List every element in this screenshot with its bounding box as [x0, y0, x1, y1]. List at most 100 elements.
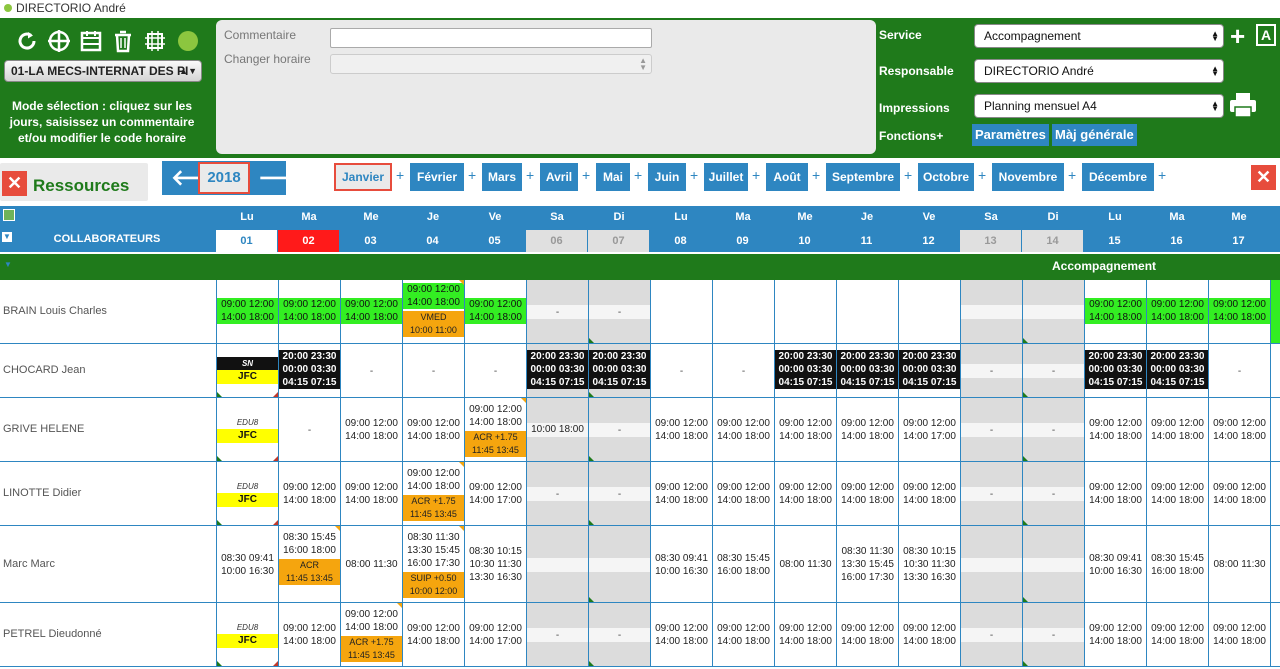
change-schedule-select[interactable]: ▲ ▼ [330, 54, 652, 74]
day-number[interactable]: 14 [1022, 230, 1083, 252]
schedule-cell[interactable]: 09:00 12:00 14:00 18:00 [340, 280, 402, 343]
add-month-plus-icon[interactable]: + [468, 167, 477, 183]
schedule-cell[interactable]: 09:00 12:00 14:00 18:00 [1084, 280, 1146, 343]
schedule-cell[interactable]: 09:00 12:00 14:00 18:00 [836, 603, 898, 666]
schedule-cell[interactable]: - [960, 462, 1022, 525]
schedule-cell[interactable]: 09:00 12:00 14:00 17:00 [464, 603, 526, 666]
schedule-cell[interactable]: 09:00 12:00 14:00 18:00 [278, 280, 340, 343]
schedule-cell[interactable]: - [464, 344, 526, 397]
day-number[interactable]: 07 [588, 230, 649, 252]
schedule-cell[interactable]: EDU8 JFC [216, 462, 278, 525]
schedule-cell[interactable]: - [960, 603, 1022, 666]
schedule-cell[interactable]: 09:00 12:00 14:00 18:00 [464, 280, 526, 343]
day-number[interactable]: 12 [898, 230, 959, 252]
schedule-cell[interactable]: 09:00 12:00 14:00 18:00 [1146, 280, 1208, 343]
schedule-cell[interactable]: 09:00 12:00 14:00 18:00 [340, 398, 402, 461]
month-tab-3[interactable]: Avril [540, 163, 578, 191]
schedule-cell[interactable]: 09:00 12:00 14:00 18:00 [774, 603, 836, 666]
responsable-select[interactable]: DIRECTORIO André ▲ ▼ [974, 59, 1224, 83]
month-tab-1[interactable]: Février [410, 163, 464, 191]
schedule-cell[interactable]: 09:00 12:00 14:00 18:00 [278, 462, 340, 525]
printer-icon[interactable] [1229, 92, 1257, 118]
schedule-cell[interactable]: - [402, 344, 464, 397]
schedule-cell[interactable]: 09:00 12:00 14:00 18:00 [216, 280, 278, 343]
schedule-cell[interactable]: 09:00 12:00 14:00 17:00 [464, 462, 526, 525]
schedule-cell[interactable]: 09:00 12:00 14:00 18:00 [898, 603, 960, 666]
add-month-plus-icon[interactable]: + [526, 167, 535, 183]
schedule-cell[interactable]: 08:30 11:30 13:30 15:45 16:00 17:30 [836, 526, 898, 602]
add-month-plus-icon[interactable]: + [1158, 167, 1167, 183]
schedule-cell[interactable]: 09:00 12:00 14:00 18:00 [712, 462, 774, 525]
schedule-cell[interactable]: 09:00 12:00 14:00 18:00 [1146, 462, 1208, 525]
add-month-plus-icon[interactable]: + [634, 167, 643, 183]
next-year-arrow-icon[interactable]: 🡒 [258, 165, 317, 190]
close-ressources-button[interactable]: ✕ [2, 171, 27, 196]
schedule-cell[interactable]: 09:00 12:00 14:00 18:00 [340, 462, 402, 525]
schedule-cell[interactable]: 10:00 18:00 [526, 398, 588, 461]
add-plus-icon[interactable]: + [1230, 21, 1246, 51]
day-number[interactable]: 09 [712, 230, 773, 252]
schedule-cell[interactable]: 09:00 12:00 14:00 18:00 [1084, 603, 1146, 666]
schedule-cell[interactable]: SN JFC [216, 344, 278, 397]
schedule-cell[interactable]: - [1022, 603, 1084, 666]
schedule-cell[interactable] [1022, 526, 1084, 602]
schedule-cell[interactable]: - [278, 398, 340, 461]
month-tab-9[interactable]: Octobre [918, 163, 974, 191]
schedule-cell[interactable] [712, 280, 774, 343]
schedule-cell[interactable]: 08:30 09:41 10:00 16:30 [650, 526, 712, 602]
schedule-cell[interactable]: 09:00 12:00 14:00 18:00 [278, 603, 340, 666]
schedule-cell[interactable]: 09:00 12:00 14:00 18:00 [402, 603, 464, 666]
schedule-cell[interactable]: 08:30 10:15 10:30 11:30 13:30 16:30 [464, 526, 526, 602]
schedule-cell[interactable]: 20:00 23:30 00:00 03:30 04:15 07:15 [898, 344, 960, 397]
close-button[interactable]: ✕ [1251, 165, 1276, 190]
person-name[interactable]: LINOTTE Didier [3, 487, 82, 499]
month-tab-10[interactable]: Novembre [992, 163, 1064, 191]
month-tab-0[interactable]: Janvier [334, 163, 392, 191]
schedule-cell[interactable]: - [960, 344, 1022, 397]
add-month-plus-icon[interactable]: + [978, 167, 987, 183]
service-select[interactable]: Accompagnement ▲ ▼ [974, 24, 1224, 48]
schedule-cell[interactable]: 09:00 12:00 14:00 18:00 [650, 462, 712, 525]
month-tab-6[interactable]: Juillet [704, 163, 748, 191]
schedule-cell[interactable]: 08:30 09:41 10:00 16:30 [216, 526, 278, 602]
schedule-cell[interactable]: 08:30 15:45 16:00 18:00 [1146, 526, 1208, 602]
refresh-icon[interactable] [14, 28, 40, 54]
add-month-plus-icon[interactable]: + [1068, 167, 1077, 183]
schedule-cell[interactable] [898, 280, 960, 343]
day-number[interactable]: 13 [960, 230, 1021, 252]
schedule-cell[interactable] [960, 280, 1022, 343]
schedule-cell[interactable]: 09:00 12:00 14:00 18:00 [1208, 603, 1270, 666]
schedule-cell[interactable]: 08:30 15:45 16:00 18:00 ACR 11:45 13:45 [278, 526, 340, 602]
add-month-plus-icon[interactable]: + [396, 167, 405, 183]
comment-input[interactable] [330, 28, 652, 48]
schedule-cell[interactable]: - [588, 398, 650, 461]
month-tab-2[interactable]: Mars [482, 163, 522, 191]
person-name[interactable]: GRIVE HELENE [3, 423, 85, 435]
add-month-plus-icon[interactable]: + [690, 167, 699, 183]
schedule-cell[interactable]: 20:00 23:30 00:00 03:30 04:15 07:15 [526, 344, 588, 397]
schedule-cell[interactable]: 20:00 23:30 00:00 03:30 04:15 07:15 [588, 344, 650, 397]
schedule-cell[interactable]: - [526, 280, 588, 343]
day-number[interactable]: 04 [402, 230, 463, 252]
schedule-cell[interactable]: 09:00 12:00 14:00 18:00 [774, 398, 836, 461]
schedule-cell[interactable] [526, 526, 588, 602]
day-number-clipped[interactable] [1270, 230, 1280, 252]
day-number[interactable]: 16 [1146, 230, 1207, 252]
schedule-cell[interactable]: 09:00 12:00 14:00 18:00 [1146, 603, 1208, 666]
person-name[interactable]: Marc Marc [3, 557, 55, 570]
schedule-cell[interactable]: 08:30 10:15 10:30 11:30 13:30 16:30 [898, 526, 960, 602]
day-number[interactable]: 15 [1084, 230, 1145, 252]
schedule-cell[interactable]: EDU8 JFC [216, 603, 278, 666]
day-number[interactable]: 08 [650, 230, 711, 252]
schedule-cell[interactable]: 09:00 12:00 14:00 18:00 [774, 462, 836, 525]
schedule-cell[interactable]: 09:00 12:00 14:00 18:00 [836, 462, 898, 525]
schedule-cell[interactable] [774, 280, 836, 343]
schedule-cell[interactable]: 09:00 12:00 14:00 18:00 ACR +1.75 11:45 13:… [402, 462, 464, 525]
person-name[interactable]: BRAIN Louis Charles [3, 305, 107, 317]
schedule-cell[interactable]: 09:00 12:00 14:00 18:00 [712, 603, 774, 666]
month-tab-8[interactable]: Septembre [826, 163, 900, 191]
schedule-cell[interactable]: 09:00 12:00 14:00 18:00 [1084, 398, 1146, 461]
schedule-cell[interactable]: 09:00 12:00 14:00 18:00 ACR +1.75 11:45 13:… [464, 398, 526, 461]
schedule-cell[interactable]: 09:00 12:00 14:00 18:00 [1208, 462, 1270, 525]
add-month-plus-icon[interactable]: + [904, 167, 913, 183]
